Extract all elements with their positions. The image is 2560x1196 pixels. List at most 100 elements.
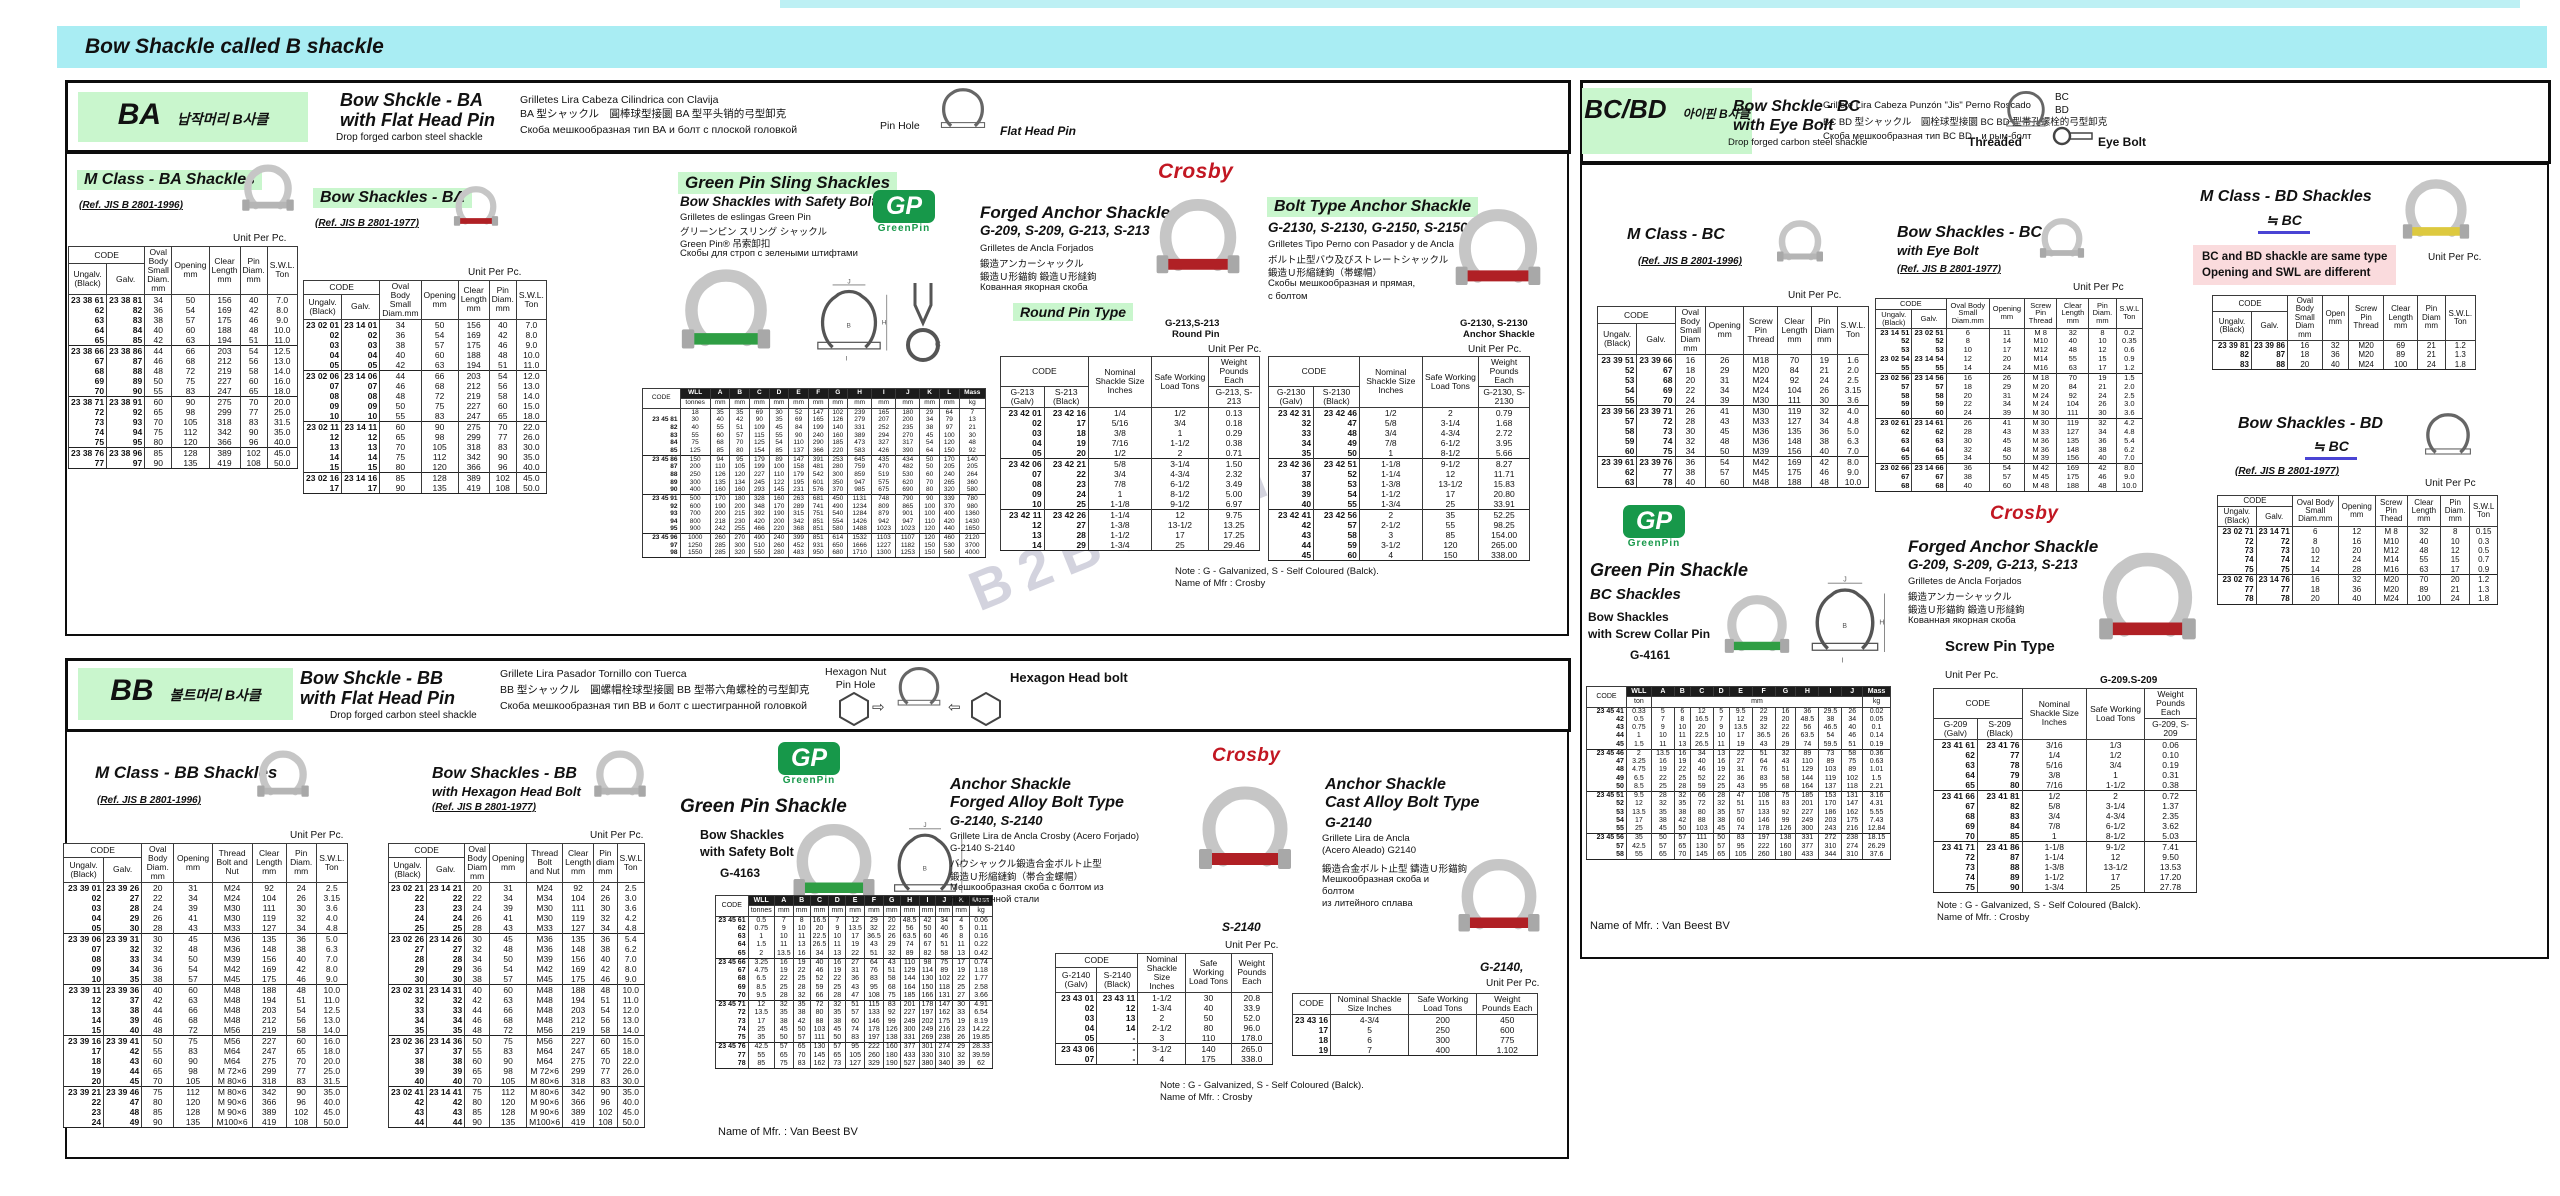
- crosby-logo-3: Crosby: [1990, 503, 2059, 524]
- ba-pin-hole-label: Pin Hole: [880, 120, 920, 132]
- bow-bb-unit: Unit Per Pc.: [590, 830, 644, 841]
- gp_sling-table: CODE WLL A B C D E F G H I J K L Mass tonnes mm mm mm mm mm m…: [642, 388, 987, 559]
- bow-bb-table: CODE Oval Body Diam mm Opening mm Thread Bo…: [387, 842, 645, 1129]
- bc-shackle-photo: [1775, 218, 1825, 268]
- bcbd-eyebolt-label: Eye Bolt: [2098, 135, 2147, 149]
- g4163-sub: Bow Shackles: [700, 828, 785, 842]
- g2130-unit: Unit Per Pc.: [1468, 344, 1522, 355]
- m-class-bd-unit: Unit Per Pc.: [2428, 252, 2482, 263]
- g2130-note-1: Note : G - Galvanized, S - Self Coloured…: [1175, 566, 1379, 577]
- g2140c-table: CODE Nominal Shackle Size Inches Safe Work…: [1291, 993, 1538, 1056]
- g213-table: CODE Nominal Shackle Size Inches Safe Work…: [1000, 356, 1261, 551]
- gp-sling-desc-4: Скобы для строп с зелеными штифтами: [680, 248, 858, 259]
- g2130-desc-5: с болтом: [1268, 291, 1308, 302]
- hexagon-bolt-icon: [971, 692, 1001, 726]
- g209-shackle-photo: [2095, 548, 2200, 653]
- g2130-desc-3: 鍛造Ｕ形縮鏈鉤（帯螺帽）: [1268, 268, 1383, 279]
- g209-title: Forged Anchor Shackle: [1908, 537, 2099, 556]
- g2140-desc-5: Мешкообразная скоба с болтом из: [950, 882, 1104, 893]
- bow-bc-subtitle: with Eye Bolt: [1897, 243, 1979, 258]
- g4163-table: CODE WLL A B C D E F G H I J K Mass tonnes mm mm mm mm mm mm…: [715, 894, 993, 1070]
- bb-tag: BB 볼트머리 B사클: [78, 668, 293, 720]
- m-class-bc-table: CODE Oval Body Small Diam mm Opening mm Scr…: [1596, 305, 1869, 488]
- bow-bb-title: Bow Shackles - BB: [432, 765, 577, 782]
- g213-desc-1: Grilletes de Ancla Forjados: [980, 243, 1094, 254]
- screw-pin-type-label: Screw Pin Type: [1945, 638, 2055, 655]
- m-class-ba-unit: Unit Per Pc.: [233, 233, 287, 244]
- g2130-desc-2: ボルト止型バウ及びストレートシャックル: [1268, 255, 1449, 266]
- gp-sling-side-view-diagram: [906, 281, 943, 362]
- bcbd-subtitle: Drop forged carbon steel shackle: [1728, 137, 1868, 148]
- bb-tag-korean: 볼트머리 B사클: [169, 687, 261, 703]
- g4161-title: Green Pin Shackle: [1590, 560, 1749, 580]
- g2140-unit: Unit Per Pc.: [1225, 940, 1279, 951]
- g2140-shackle-photo: [1195, 782, 1295, 882]
- bb-title-1: Bow Shckle - BB: [300, 668, 444, 688]
- g2140-table: CODE Nominal Shackle Size Inches Safe Work…: [1054, 952, 1274, 1065]
- g2140-title-1: Anchor Shackle: [950, 776, 1071, 793]
- m-class-bd-title: M Class - BD Shackles: [2200, 188, 2372, 205]
- g213-table: CODE Nominal Shackle Size Inches Safe Work…: [1000, 356, 1261, 551]
- page-title-banner: Bow Shackle called B shackle: [57, 26, 2547, 68]
- green-pin-logo: GP GreenPin: [873, 190, 935, 234]
- g2140c-table: CODE Nominal Shackle Size Inches Safe Work…: [1291, 993, 1538, 1056]
- bd-note-box: BC and BD shackle are same type Opening …: [2193, 245, 2397, 286]
- bow-bc-table: CODE Oval Body Small Diam.mm Opening mm Scr…: [1874, 298, 2144, 492]
- bcbd-desc-3: Скоба мешкообразная тип BC BD и рым-болт: [1823, 131, 2032, 142]
- m-class-ba-table: CODE Oval Body Small Diam. mm Opening mm Cl…: [67, 245, 298, 469]
- gp-sling-table: CODE WLL A B C D E F G H I J K L Mass tonnes mm mm mm mm mm m…: [642, 388, 987, 559]
- g213-shackle-photo: [1153, 195, 1243, 285]
- g209-unit: Unit Per Pc.: [1945, 670, 1999, 681]
- g2140c-caption: G-2140,: [1480, 960, 1524, 974]
- bd-note-line-2: Opening and SWL are different: [2202, 267, 2371, 280]
- g2140c-title-1: Anchor Shackle: [1325, 776, 1446, 793]
- g4163-sub-2: with Safety Bolt: [700, 845, 794, 859]
- bb-hexnut-label-1: Hexagon Nut: [825, 666, 887, 678]
- g2140-desc-2: G-2140 S-2140: [950, 843, 1015, 854]
- bcbd-tag-korean: 아이핀 B사클: [1682, 107, 1750, 121]
- bow-bc-ref: (Ref. JIS B 2801-1977): [1897, 264, 2001, 275]
- g213-caption-2: Round Pin: [1172, 329, 1220, 340]
- g2130-shackle-photo: [1452, 205, 1544, 297]
- gp-sling-desc-2: グリーンピン スリング シャックル: [680, 227, 828, 238]
- m-class-bd-table: CODE Oval Body Small Diam mm Open mm Screw …: [2211, 294, 2477, 371]
- bcbd-desc-2: BC BD 型シャックル 圓栓球型接圜 BC BD 型帯孔螺栓的弓型卸克: [1823, 117, 2108, 128]
- bcbd-threaded-label: Threaded: [1968, 135, 2023, 149]
- m-class-bb-ref: (Ref. JIS B 2801-1996): [97, 795, 201, 806]
- g209-caption: G-209.S-209: [2100, 675, 2158, 686]
- bb-desc-1: Grillete Lira Pasador Tornillo con Tuerc…: [500, 668, 687, 680]
- g209-note-2: Name of Mfr. : Crosby: [1937, 912, 2030, 923]
- g2140-models: G-2140, S-2140: [950, 813, 1043, 828]
- gp-sling-dimension-diagram: [816, 276, 889, 364]
- bd-note-line-1: BC and BD shackle are same type: [2202, 251, 2388, 263]
- round-pin-type-label: Round Pin Type: [1013, 303, 1134, 321]
- bb-hexnut-label: Hexagon Nut Pin Hole: [825, 666, 886, 692]
- bc_bow-table: CODE Oval Body Small Diam.mm Opening mm Scr…: [1874, 298, 2144, 492]
- g2140c-unit: Unit Per Pc.: [1486, 978, 1540, 989]
- bcbd-tag: BC/BD 아이핀 B사클: [1582, 88, 1752, 154]
- g213-models: G-209, S-209, G-213, S-213: [980, 223, 1150, 238]
- g4163-table: CODE WLL A B C D E F G H I J K Mass tonnes mm mm mm mm mm mm…: [715, 894, 993, 1070]
- g2130-table: CODE Nominal Shackle Size Inches Safe Work…: [1267, 356, 1530, 561]
- bc_m-table: CODE Oval Body Small Diam mm Opening mm Scr…: [1596, 305, 1869, 488]
- bow-bd-title: Bow Shackles - BD: [2238, 415, 2383, 432]
- m-class-bc-title: M Class - BC: [1627, 226, 1725, 243]
- ba-tag-korean: 납작머리 B사클: [177, 111, 269, 127]
- gp-logo-text: GreenPin: [877, 223, 931, 234]
- g213-caption: G-213,S-213: [1165, 318, 1220, 329]
- arrow-right-icon: ⇨: [872, 699, 885, 716]
- g209-note-1: Note : G - Galvanized, S - Self Coloured…: [1937, 900, 2141, 911]
- g4161-dimension-diagram: [1810, 574, 1887, 667]
- bow-bd-shackle-icon: [2423, 413, 2473, 456]
- crosby-logo-2: Crosby: [1212, 745, 1281, 766]
- m-class-bc-unit: Unit Per Pc.: [1788, 290, 1842, 301]
- g4163-mfr: Name of Mfr. : Van Beest BV: [718, 1126, 858, 1138]
- g2140c-models: G-2140: [1325, 814, 1372, 830]
- bb-title-2: with Flat Head Pin: [300, 688, 456, 708]
- bb-pin-diagram-icon: [896, 667, 942, 707]
- gp-sling-desc-3: Green Pin® 吊索卸扣: [680, 239, 771, 250]
- g213-desc-4: Кованная якорная скоба: [980, 282, 1088, 293]
- bow-bd-table: CODE Oval Body Small Diam.mm Opening mm Scr…: [2217, 494, 2498, 605]
- ba-content-box: [65, 150, 1569, 636]
- g209-table: CODE Nominal Shackle Size Inches Safe Work…: [1933, 688, 2197, 893]
